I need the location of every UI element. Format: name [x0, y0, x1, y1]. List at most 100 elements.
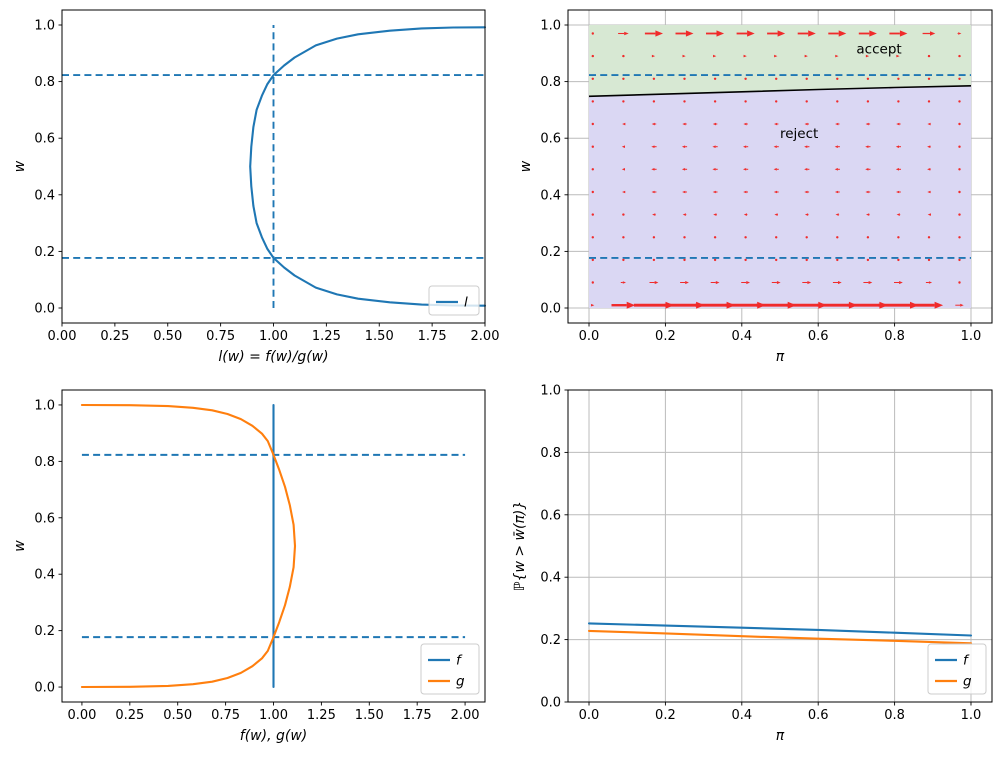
quiver-dot — [591, 168, 594, 171]
quiver-arrow-head — [934, 301, 944, 309]
legend-box — [420, 643, 480, 695]
quiver-dot — [591, 122, 594, 126]
quiver-dot — [744, 236, 747, 239]
y-tick-label: 1.0 — [34, 18, 55, 33]
quiver-dot — [591, 54, 594, 58]
quiver-arrow-head — [804, 168, 808, 171]
quiver-arrow-head — [652, 213, 656, 216]
x-tick-label: 1.00 — [259, 708, 288, 723]
quiver-arrow-head — [927, 145, 931, 148]
annotation-reject: reject — [780, 126, 818, 142]
quiver-dot — [775, 77, 778, 81]
y-axis-label: w — [12, 160, 28, 172]
quiver-dot — [622, 54, 625, 58]
y-tick-label: 0.4 — [540, 571, 561, 586]
y-tick-label: 0.2 — [540, 633, 561, 648]
legend: fg — [420, 643, 480, 695]
quiver-arrow-head — [773, 145, 777, 148]
y-axis-label: w — [518, 160, 534, 172]
quiver-dot — [866, 77, 870, 81]
quiver-arrow-head — [896, 122, 900, 126]
x-tick-label: 0.00 — [48, 329, 77, 344]
quiver-dot — [897, 100, 900, 103]
quiver-dot — [713, 258, 717, 262]
quiver-arrow-head — [895, 145, 899, 148]
x-tick-label: 0.4 — [731, 708, 752, 723]
y-tick-label: 0.0 — [540, 696, 561, 711]
quiver-dot — [622, 77, 625, 81]
quiver-arrow-head — [838, 281, 842, 285]
curve-f — [587, 622, 973, 637]
quiver-dot — [927, 100, 931, 103]
x-tick-label: 1.75 — [403, 708, 432, 723]
quiver-dot — [744, 100, 747, 103]
quiver-arrow-head — [716, 30, 725, 37]
quiver-arrow-head — [776, 281, 781, 285]
x-tick-label: 0.0 — [579, 329, 600, 344]
quiver-arrow-head — [896, 190, 900, 194]
quiver-arrow-head — [865, 122, 869, 126]
x-axis-label: f(w), g(w) — [240, 728, 307, 744]
quiver-arrow-head — [743, 122, 747, 126]
y-tick-label: 0.4 — [34, 188, 55, 203]
quiver-dot — [591, 77, 594, 81]
quiver-dot — [927, 258, 931, 262]
quiver-dot — [836, 100, 839, 103]
legend-label-f: f — [963, 653, 970, 669]
y-axis-label: w — [12, 540, 28, 552]
quiver-arrow-head — [896, 54, 900, 58]
quiver-arrow-head — [624, 31, 629, 36]
quiver-arrow-head — [927, 213, 931, 216]
quiver-dot — [622, 236, 625, 239]
legend-box — [428, 285, 480, 316]
quiver-arrow-head — [930, 31, 936, 36]
quiver-arrow-head — [651, 145, 655, 148]
quiver-arrow-head — [622, 281, 626, 284]
x-tick-label: 0.50 — [163, 708, 192, 723]
quiver-dot — [775, 258, 778, 262]
quiver-dot — [897, 236, 900, 239]
legend-label-f: f — [456, 653, 463, 669]
quiver-dot — [652, 77, 656, 81]
quiver-dot — [744, 258, 747, 262]
quiver-dot — [958, 145, 961, 148]
quiver-arrow-head — [865, 54, 870, 58]
quiver-arrow-head — [910, 301, 919, 309]
y-tick-label: 0.2 — [34, 624, 55, 639]
quiver-dot — [591, 213, 594, 216]
quiver-arrow-head — [743, 213, 747, 216]
quiver-arrow-head — [927, 190, 931, 194]
reject-region — [589, 85, 971, 308]
quiver-arrow-head — [685, 30, 694, 37]
quiver-dot — [744, 77, 747, 81]
quiver-dot — [805, 236, 808, 239]
quiver-dot — [652, 236, 656, 239]
quiver-dot — [591, 236, 594, 239]
x-tick-label: 2.00 — [451, 708, 480, 723]
quiver-dot — [591, 100, 594, 103]
axes-spines — [567, 9, 993, 324]
y-tick-label: 0.6 — [34, 132, 55, 147]
quiver-dot — [622, 213, 625, 216]
subplot-decision-regions: accept reject 0.0 0.2 0.4 0.6 0.8 1.0 0.0 0.2 0.4 0… — [518, 9, 993, 365]
quiver-arrow-head — [743, 145, 747, 148]
legend-label-g: g — [963, 674, 972, 690]
quiver-arrow-head — [869, 30, 877, 37]
accept-region — [589, 25, 971, 97]
legend-box — [927, 643, 987, 695]
quiver-arrow-head — [622, 190, 626, 194]
quiver-arrow-head — [865, 190, 869, 194]
quiver-arrow-head — [808, 30, 816, 37]
x-axis-label: π — [776, 349, 785, 365]
quiver-arrow-head — [835, 54, 839, 58]
quiver-arrow-head — [927, 122, 931, 126]
quiver-arrow-head — [804, 213, 809, 216]
quiver-field — [591, 30, 964, 309]
curve-g — [80, 403, 297, 689]
quiver-arrow-head — [868, 281, 873, 285]
quiver-dot — [591, 145, 594, 148]
quiver-dot — [958, 77, 961, 81]
quiver-arrow-head — [712, 145, 716, 148]
quiver-arrow-head — [804, 122, 808, 126]
x-tick-label: 0.6 — [808, 708, 829, 723]
